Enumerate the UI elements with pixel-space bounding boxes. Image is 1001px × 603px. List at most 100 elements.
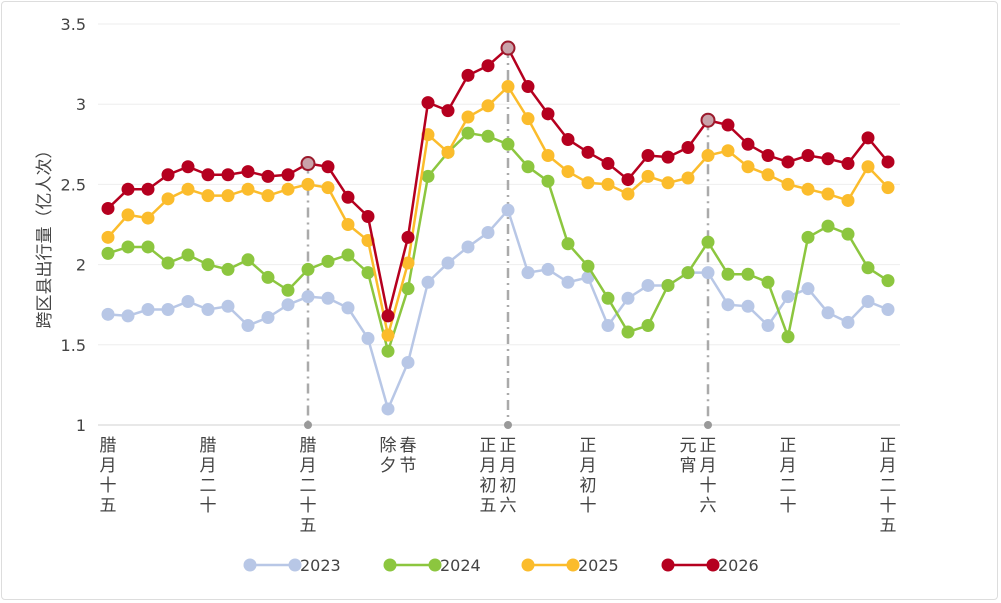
data-point-2024 xyxy=(541,174,555,188)
data-point-2026 xyxy=(681,141,695,155)
data-point-2024 xyxy=(381,344,395,358)
data-point-2024 xyxy=(121,240,135,254)
x-tick-label: 元宵 xyxy=(679,436,697,476)
data-point-2024 xyxy=(181,248,195,262)
data-point-2024 xyxy=(581,259,595,273)
reference-dot xyxy=(704,421,712,429)
data-point-2024 xyxy=(781,330,795,344)
data-point-2026 xyxy=(721,118,735,132)
data-point-2023 xyxy=(781,290,795,304)
data-point-2024 xyxy=(801,230,815,244)
data-point-2026 xyxy=(441,104,455,118)
x-tick-label: 腊月二十五 xyxy=(299,436,317,536)
data-point-2025 xyxy=(241,182,255,196)
data-point-2025 xyxy=(601,177,615,191)
legend-dot xyxy=(566,558,580,572)
reference-markers xyxy=(304,48,712,429)
data-point-2025 xyxy=(401,256,415,270)
data-point-2023 xyxy=(361,331,375,345)
series-line-2026 xyxy=(107,46,889,317)
data-point-2026 xyxy=(741,137,755,151)
data-point-2024 xyxy=(321,254,335,268)
legend-dot xyxy=(383,558,397,572)
x-tick-label: 腊月十五 xyxy=(99,436,117,516)
data-point-2024 xyxy=(661,278,675,292)
data-point-2024 xyxy=(881,274,895,288)
data-point-2026 xyxy=(261,169,275,183)
data-point-2023 xyxy=(101,307,115,321)
data-point-2025 xyxy=(541,149,555,163)
legend-dot xyxy=(706,558,720,572)
x-tick-label: 正月初十 xyxy=(579,436,597,516)
data-point-2026 xyxy=(181,160,195,174)
data-point-2025 xyxy=(561,165,575,179)
series-2026 xyxy=(101,40,895,323)
data-point-2024 xyxy=(601,291,615,305)
data-point-2023 xyxy=(341,301,355,315)
data-point-2026 xyxy=(801,149,815,163)
x-tick-label: 春节 xyxy=(399,436,417,476)
data-point-2025 xyxy=(881,181,895,195)
reference-dot xyxy=(304,421,312,429)
data-point-2023 xyxy=(561,275,575,289)
y-tick-label: 2.5 xyxy=(61,175,86,194)
data-point-2026 xyxy=(861,131,875,145)
data-point-2024 xyxy=(561,237,575,251)
data-point-2026 xyxy=(500,40,516,56)
series-line-2025 xyxy=(107,84,889,336)
x-tick-label: 除夕 xyxy=(379,436,397,476)
data-point-2023 xyxy=(181,294,195,308)
legend-label: 2023 xyxy=(300,556,341,575)
data-point-2023 xyxy=(841,315,855,329)
data-point-2026 xyxy=(761,149,775,163)
data-point-2024 xyxy=(261,270,275,284)
data-point-2023 xyxy=(281,298,295,312)
y-tick-label: 1.5 xyxy=(61,336,86,355)
reference-dot xyxy=(504,421,512,429)
data-point-2023 xyxy=(401,355,415,369)
x-tick-label: 正月二十五 xyxy=(879,436,897,536)
data-point-2025 xyxy=(301,177,315,191)
data-point-2025 xyxy=(461,110,475,124)
data-point-2026 xyxy=(101,201,115,215)
data-point-2026 xyxy=(201,168,215,182)
data-point-2026 xyxy=(521,80,535,94)
data-point-2025 xyxy=(681,171,695,185)
data-point-2025 xyxy=(801,182,815,196)
data-point-2023 xyxy=(701,266,715,280)
data-point-2025 xyxy=(141,211,155,225)
legend-item-2024: 2024 xyxy=(383,556,481,575)
data-point-2023 xyxy=(161,303,175,317)
data-point-2026 xyxy=(381,309,395,323)
data-point-2025 xyxy=(161,192,175,206)
data-point-2024 xyxy=(361,266,375,280)
data-point-2023 xyxy=(541,262,555,276)
data-point-2026 xyxy=(121,182,135,196)
data-point-2026 xyxy=(300,156,316,172)
data-point-2025 xyxy=(781,177,795,191)
data-point-2026 xyxy=(641,149,655,163)
data-point-2026 xyxy=(621,173,635,187)
data-point-2023 xyxy=(221,299,235,313)
data-point-2024 xyxy=(821,219,835,233)
data-point-2025 xyxy=(761,168,775,182)
data-point-2023 xyxy=(881,303,895,317)
data-point-2024 xyxy=(481,129,495,143)
data-point-2023 xyxy=(461,240,475,254)
data-point-2026 xyxy=(141,182,155,196)
x-tick-label: 正月初五 xyxy=(479,436,497,516)
data-point-2026 xyxy=(841,157,855,171)
data-point-2024 xyxy=(641,319,655,333)
y-tick-label: 2 xyxy=(76,256,86,275)
data-point-2023 xyxy=(521,266,535,280)
data-point-2026 xyxy=(281,168,295,182)
data-point-2024 xyxy=(341,248,355,262)
data-point-2025 xyxy=(121,208,135,222)
data-point-2026 xyxy=(700,112,716,128)
data-point-2024 xyxy=(241,253,255,267)
data-point-2025 xyxy=(821,187,835,201)
x-tick-label: 正月初六 xyxy=(499,436,517,516)
data-point-2023 xyxy=(241,319,255,333)
legend-label: 2025 xyxy=(578,556,619,575)
